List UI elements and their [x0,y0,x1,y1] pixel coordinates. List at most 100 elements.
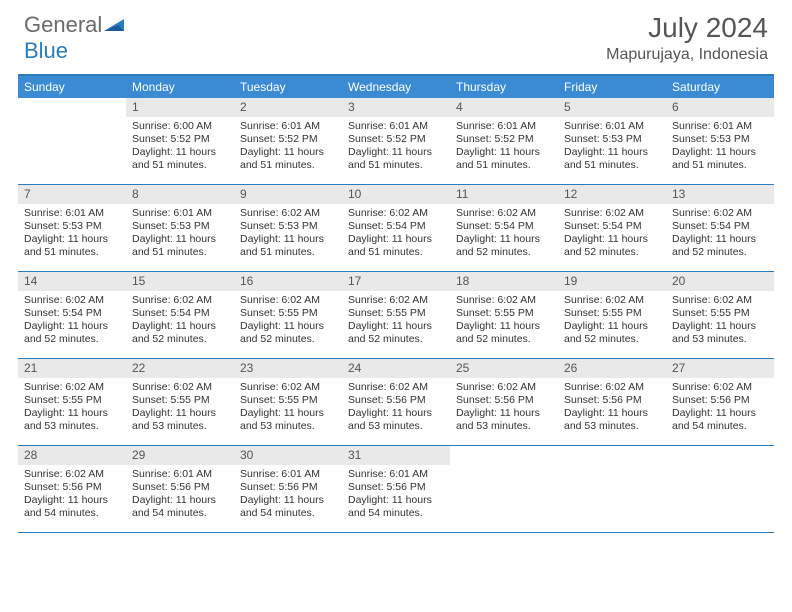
day-body: Sunrise: 6:02 AMSunset: 5:55 PMDaylight:… [450,291,558,351]
sunrise-text: Sunrise: 6:01 AM [672,120,768,133]
day-cell: 31Sunrise: 6:01 AMSunset: 5:56 PMDayligh… [342,446,450,532]
daylight-text: Daylight: 11 hours and 51 minutes. [24,233,120,259]
header: General July 2024 Mapurujaya, Indonesia [0,0,792,68]
daylight-text: Daylight: 11 hours and 51 minutes. [240,233,336,259]
day-body: Sunrise: 6:02 AMSunset: 5:55 PMDaylight:… [342,291,450,351]
day-cell [666,446,774,532]
day-cell: 14Sunrise: 6:02 AMSunset: 5:54 PMDayligh… [18,272,126,358]
daylight-text: Daylight: 11 hours and 51 minutes. [456,146,552,172]
dow-monday: Monday [126,76,234,98]
sunset-text: Sunset: 5:56 PM [348,394,444,407]
day-body: Sunrise: 6:02 AMSunset: 5:55 PMDaylight:… [18,378,126,438]
daylight-text: Daylight: 11 hours and 51 minutes. [348,146,444,172]
sunset-text: Sunset: 5:56 PM [672,394,768,407]
sunset-text: Sunset: 5:56 PM [240,481,336,494]
daylight-text: Daylight: 11 hours and 54 minutes. [672,407,768,433]
sunrise-text: Sunrise: 6:02 AM [564,294,660,307]
day-number [666,446,774,450]
day-number [18,98,126,102]
sunset-text: Sunset: 5:55 PM [132,394,228,407]
day-number: 19 [558,272,666,291]
week-row: 14Sunrise: 6:02 AMSunset: 5:54 PMDayligh… [18,272,774,359]
sunset-text: Sunset: 5:56 PM [24,481,120,494]
day-body: Sunrise: 6:02 AMSunset: 5:53 PMDaylight:… [234,204,342,264]
day-body: Sunrise: 6:01 AMSunset: 5:52 PMDaylight:… [342,117,450,177]
day-cell [18,98,126,184]
day-cell: 5Sunrise: 6:01 AMSunset: 5:53 PMDaylight… [558,98,666,184]
day-number: 6 [666,98,774,117]
day-body: Sunrise: 6:02 AMSunset: 5:56 PMDaylight:… [450,378,558,438]
day-number [558,446,666,450]
day-cell: 8Sunrise: 6:01 AMSunset: 5:53 PMDaylight… [126,185,234,271]
sunrise-text: Sunrise: 6:02 AM [456,294,552,307]
brand-logo: General [24,12,126,38]
dow-wednesday: Wednesday [342,76,450,98]
week-row: 1Sunrise: 6:00 AMSunset: 5:52 PMDaylight… [18,98,774,185]
day-body: Sunrise: 6:02 AMSunset: 5:56 PMDaylight:… [18,465,126,525]
day-cell: 19Sunrise: 6:02 AMSunset: 5:55 PMDayligh… [558,272,666,358]
day-number: 15 [126,272,234,291]
daylight-text: Daylight: 11 hours and 53 minutes. [348,407,444,433]
day-cell: 26Sunrise: 6:02 AMSunset: 5:56 PMDayligh… [558,359,666,445]
sunset-text: Sunset: 5:55 PM [24,394,120,407]
day-body: Sunrise: 6:01 AMSunset: 5:52 PMDaylight:… [234,117,342,177]
day-body: Sunrise: 6:01 AMSunset: 5:53 PMDaylight:… [18,204,126,264]
sunset-text: Sunset: 5:56 PM [348,481,444,494]
sunset-text: Sunset: 5:55 PM [240,394,336,407]
day-body: Sunrise: 6:02 AMSunset: 5:54 PMDaylight:… [558,204,666,264]
sunrise-text: Sunrise: 6:02 AM [348,294,444,307]
dow-saturday: Saturday [666,76,774,98]
day-cell: 24Sunrise: 6:02 AMSunset: 5:56 PMDayligh… [342,359,450,445]
sunrise-text: Sunrise: 6:01 AM [348,120,444,133]
daylight-text: Daylight: 11 hours and 52 minutes. [564,320,660,346]
sunset-text: Sunset: 5:52 PM [456,133,552,146]
sunrise-text: Sunrise: 6:01 AM [132,468,228,481]
sunset-text: Sunset: 5:53 PM [564,133,660,146]
day-number: 29 [126,446,234,465]
day-number: 27 [666,359,774,378]
day-cell: 21Sunrise: 6:02 AMSunset: 5:55 PMDayligh… [18,359,126,445]
sunrise-text: Sunrise: 6:01 AM [132,207,228,220]
sunset-text: Sunset: 5:56 PM [456,394,552,407]
day-body: Sunrise: 6:02 AMSunset: 5:54 PMDaylight:… [126,291,234,351]
sunrise-text: Sunrise: 6:02 AM [132,381,228,394]
day-body: Sunrise: 6:02 AMSunset: 5:54 PMDaylight:… [18,291,126,351]
sunrise-text: Sunrise: 6:02 AM [24,468,120,481]
day-number: 13 [666,185,774,204]
sunrise-text: Sunrise: 6:01 AM [240,468,336,481]
sunrise-text: Sunrise: 6:02 AM [564,207,660,220]
day-number: 2 [234,98,342,117]
day-cell: 1Sunrise: 6:00 AMSunset: 5:52 PMDaylight… [126,98,234,184]
sunset-text: Sunset: 5:55 PM [672,307,768,320]
sunrise-text: Sunrise: 6:02 AM [240,381,336,394]
sunrise-text: Sunrise: 6:01 AM [456,120,552,133]
day-body: Sunrise: 6:01 AMSunset: 5:53 PMDaylight:… [558,117,666,177]
day-cell: 22Sunrise: 6:02 AMSunset: 5:55 PMDayligh… [126,359,234,445]
day-body: Sunrise: 6:02 AMSunset: 5:54 PMDaylight:… [666,204,774,264]
sunset-text: Sunset: 5:52 PM [240,133,336,146]
daylight-text: Daylight: 11 hours and 52 minutes. [240,320,336,346]
brand-part2-wrap: Blue [24,38,68,64]
daylight-text: Daylight: 11 hours and 51 minutes. [672,146,768,172]
sunrise-text: Sunrise: 6:02 AM [672,207,768,220]
sunrise-text: Sunrise: 6:02 AM [240,294,336,307]
location: Mapurujaya, Indonesia [606,46,768,64]
day-number: 5 [558,98,666,117]
day-cell: 11Sunrise: 6:02 AMSunset: 5:54 PMDayligh… [450,185,558,271]
day-number: 12 [558,185,666,204]
sunset-text: Sunset: 5:56 PM [564,394,660,407]
day-number: 23 [234,359,342,378]
day-cell: 20Sunrise: 6:02 AMSunset: 5:55 PMDayligh… [666,272,774,358]
sunrise-text: Sunrise: 6:01 AM [24,207,120,220]
sunrise-text: Sunrise: 6:02 AM [240,207,336,220]
sunrise-text: Sunrise: 6:02 AM [348,207,444,220]
day-number: 8 [126,185,234,204]
sunset-text: Sunset: 5:52 PM [132,133,228,146]
day-number: 14 [18,272,126,291]
day-cell: 28Sunrise: 6:02 AMSunset: 5:56 PMDayligh… [18,446,126,532]
day-body: Sunrise: 6:01 AMSunset: 5:56 PMDaylight:… [234,465,342,525]
day-body: Sunrise: 6:02 AMSunset: 5:56 PMDaylight:… [558,378,666,438]
day-cell: 4Sunrise: 6:01 AMSunset: 5:52 PMDaylight… [450,98,558,184]
daylight-text: Daylight: 11 hours and 54 minutes. [348,494,444,520]
day-body: Sunrise: 6:02 AMSunset: 5:55 PMDaylight:… [234,291,342,351]
